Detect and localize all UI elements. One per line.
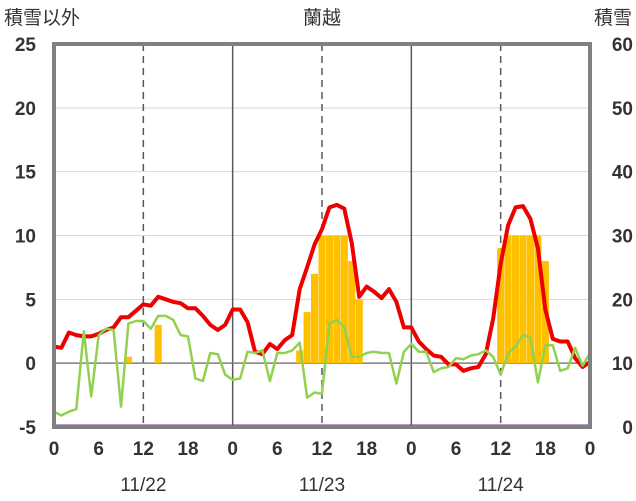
snow-depth-bar xyxy=(534,235,542,364)
left-y-tick-label: 10 xyxy=(15,227,36,248)
right-y-tick-label: 40 xyxy=(612,163,633,184)
right-y-tick-label: 50 xyxy=(612,99,633,120)
right-axis-title: 積雪 xyxy=(594,7,632,29)
x-tick-label: 12 xyxy=(311,439,332,460)
day-label: 11/22 xyxy=(120,475,166,496)
x-tick-label: 12 xyxy=(490,439,511,460)
right-y-tick-label: 0 xyxy=(622,418,633,439)
snow-depth-bar xyxy=(154,324,162,364)
snow-depth-bar xyxy=(526,235,534,364)
left-y-tick-label: 20 xyxy=(15,99,36,120)
plot-frame xyxy=(52,42,592,429)
right-y-tick-label: 10 xyxy=(612,354,633,375)
snow-depth-bar xyxy=(340,235,348,364)
snow-depth-bar xyxy=(504,235,512,364)
right-y-tick-label: 60 xyxy=(612,35,633,56)
left-y-tick-label: 25 xyxy=(15,35,37,56)
green-series-line xyxy=(53,314,592,417)
snow-depth-bar xyxy=(512,235,520,364)
snow-depth-bar xyxy=(355,299,363,364)
snow-depth-bar xyxy=(333,235,341,364)
snow-depth-bar xyxy=(296,350,304,364)
x-tick-label: 18 xyxy=(177,439,198,460)
right-y-tick-label: 30 xyxy=(612,227,633,248)
x-tick-label: 0 xyxy=(406,439,417,460)
x-tick-label: 0 xyxy=(585,439,596,460)
x-tick-label: 0 xyxy=(49,439,60,460)
snow-depth-bar xyxy=(303,312,311,364)
red-series-line xyxy=(53,202,592,373)
x-tick-label: 12 xyxy=(133,439,154,460)
snow-depth-bar xyxy=(348,261,356,364)
snow-depth-bars xyxy=(124,235,549,364)
left-y-tick-label: -5 xyxy=(19,418,36,439)
right-y-tick-label: 20 xyxy=(612,290,633,311)
plot-border xyxy=(52,42,592,429)
x-tick-label: 18 xyxy=(356,439,377,460)
left-y-tick-label: 5 xyxy=(25,290,36,311)
x-tick-label: 18 xyxy=(535,439,556,460)
snow-depth-bar xyxy=(311,273,319,364)
x-tick-label: 6 xyxy=(272,439,283,460)
snow-depth-bar xyxy=(318,235,326,364)
day-label: 11/23 xyxy=(299,475,345,496)
snow-depth-bar xyxy=(325,235,333,364)
grid-layer xyxy=(54,43,590,428)
x-tick-label: 6 xyxy=(93,439,104,460)
x-tick-label: 0 xyxy=(227,439,238,460)
snow-depth-bar xyxy=(519,235,527,364)
snow-depth-bar xyxy=(497,248,505,364)
day-label: 11/24 xyxy=(478,475,525,496)
x-tick-label: 6 xyxy=(451,439,462,460)
left-y-tick-label: 15 xyxy=(15,163,37,184)
snow-depth-bar xyxy=(124,356,132,364)
left-y-tick-label: 0 xyxy=(25,354,36,375)
left-axis-title: 積雪以外 xyxy=(4,7,80,29)
chart-title: 蘭越 xyxy=(303,7,341,29)
